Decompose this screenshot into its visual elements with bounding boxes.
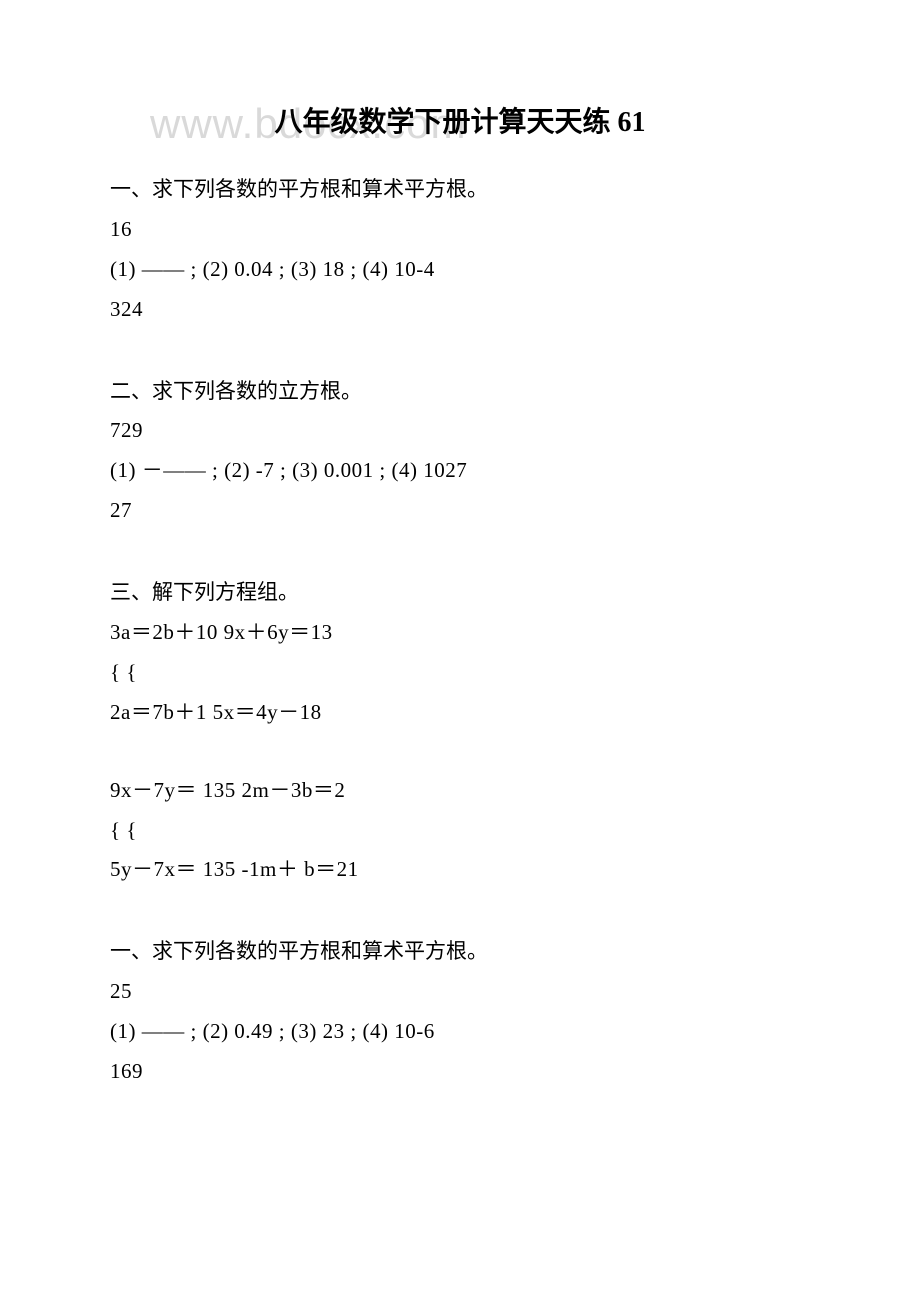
section-2-line-2: (1) －—— ; (2) -7 ; (3) 0.001 ; (4) 1027 [110,451,810,491]
section-3-eq1-c: 2a＝7b＋1 5x＝4y－18 [110,693,810,733]
section-4-line-1: 25 [110,972,810,1012]
section-1-heading: 一、求下列各数的平方根和算术平方根。 [110,170,810,210]
section-1-line-2: (1) —— ; (2) 0.04 ; (3) 18 ; (4) 10-4 [110,250,810,290]
section-1-line-1: 16 [110,210,810,250]
section-3-eq2-b: { { [110,811,810,851]
section-3-heading: 三、解下列方程组。 [110,573,810,613]
section-4-line-3: 169 [110,1052,810,1092]
section-1-line-3: 324 [110,290,810,330]
section-3-eq2-c: 5y－7x＝ 135 -1m＋ b＝21 [110,850,810,890]
section-3-eq1-b: { { [110,653,810,693]
section-2-line-1: 729 [110,411,810,451]
section-2-line-3: 27 [110,491,810,531]
section-2-heading: 二、求下列各数的立方根。 [110,372,810,412]
section-4-line-2: (1) —— ; (2) 0.49 ; (3) 23 ; (4) 10-6 [110,1012,810,1052]
document-title: 八年级数学下册计算天天练 61 [110,100,810,140]
section-3-eq2-a: 9x－7y＝ 135 2m－3b＝2 [110,771,810,811]
section-4-heading: 一、求下列各数的平方根和算术平方根。 [110,932,810,972]
section-3-eq1-a: 3a＝2b＋10 9x＋6y＝13 [110,613,810,653]
